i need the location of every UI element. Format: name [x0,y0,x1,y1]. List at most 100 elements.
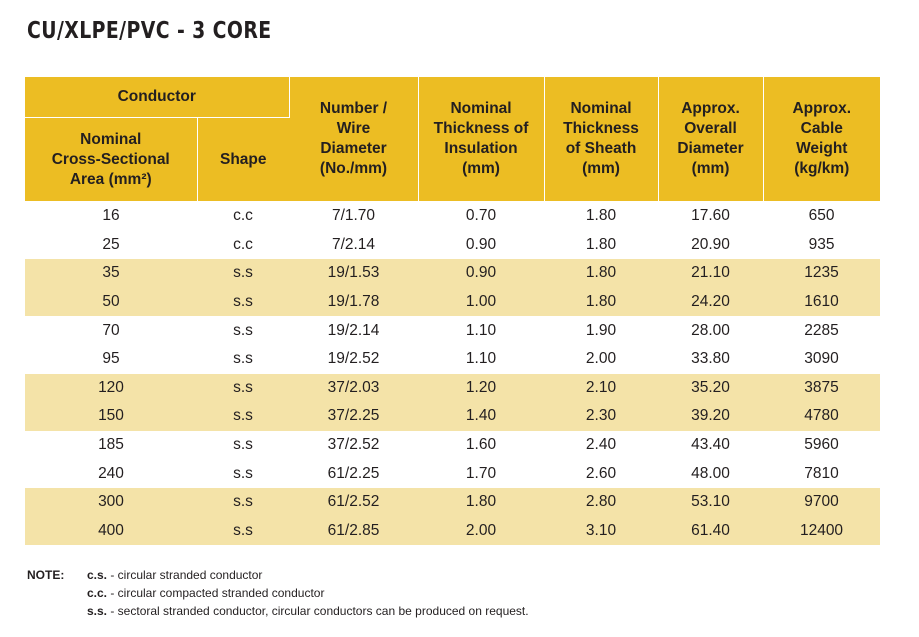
header-line: Diameter [677,140,744,157]
weight-cell: 4780 [763,402,881,431]
wire-cell: 19/2.52 [327,350,380,368]
area-cell: 16 [102,207,120,225]
table-row: 25 c.c 7/2.14 0.90 1.80 20.90 935 [25,231,880,260]
diameter-cell: 17.60 [691,207,730,225]
table-row: 16 c.c 7/1.70 0.70 1.80 17.60 650 [25,202,880,231]
weight-cell: 650 [808,207,835,225]
shape-cell: c.c [233,207,253,225]
diameter-header: Approx. Overall Diameter (mm) [658,77,764,202]
header-line: (mm) [691,160,730,177]
sheath-cell: 2.10 [544,373,659,403]
diameter-cell: 53.10 [658,487,764,517]
area-header: Nominal Cross-Sectional Area (mm²) [25,117,198,202]
area-cell: 300 [25,487,197,517]
diameter-cell: 33.80 [691,350,730,368]
sheath-cell: 3.10 [544,516,659,546]
header-line: Insulation [444,140,518,157]
weight-cell: 1610 [763,287,881,317]
area-cell: 35 [25,259,197,288]
sheath-cell: 2.60 [585,464,617,482]
weight-cell: 935 [808,235,835,253]
weight-cell: 3875 [763,373,881,403]
insulation-cell: 1.60 [465,436,497,454]
header-line: (kg/km) [794,160,850,177]
table-row: 240 s.s 61/2.25 1.70 2.60 48.00 7810 [25,459,880,488]
note-row: NOTE: c.s. - circular stranded conductor [27,566,529,584]
area-cell: 70 [102,321,120,339]
diameter-cell: 28.00 [691,321,730,339]
conductor-group-header: Conductor [25,77,290,118]
area-cell: 120 [25,373,197,403]
insulation-cell: 0.90 [418,259,545,288]
note-text: - sectoral stranded conductor, circular … [107,604,529,618]
insulation-cell: 1.00 [418,287,545,317]
wire-cell: 19/1.53 [289,259,419,288]
area-cell: 240 [98,464,124,482]
shape-cell: s.s [233,464,253,482]
header-line: Thickness [563,120,639,137]
shape-cell: c.c [233,235,253,253]
sheath-cell: 2.30 [544,402,659,431]
insulation-cell: 0.90 [465,235,497,253]
shape-cell: s.s [233,436,253,454]
header-line: Cross-Sectional [51,150,170,168]
header-line: Diameter [320,140,387,157]
note-row: s.s. - sectoral stranded conductor, circ… [27,602,529,620]
shape-cell: s.s [197,373,290,403]
shape-cell: s.s [197,287,290,317]
diameter-cell: 61.40 [658,516,764,546]
diameter-cell: 48.00 [691,464,730,482]
sheath-cell: 1.90 [585,321,617,339]
insulation-header: Nominal Thickness of Insulation (mm) [418,77,545,202]
table-header: Conductor Number / Wire Diameter (No./mm… [25,77,881,202]
header-line: Approx. [681,100,740,117]
header-line: (No./mm) [319,160,388,177]
wire-header: Number / Wire Diameter (No./mm) [289,77,419,202]
wire-cell: 19/1.78 [289,287,419,317]
diameter-cell: 35.20 [658,373,764,403]
header-line: (mm) [582,160,620,177]
table-row: 120 s.s 37/2.03 1.20 2.10 35.20 3875 [25,373,881,403]
insulation-cell: 0.70 [465,207,497,225]
header-line: of Sheath [565,140,637,157]
wire-cell: 37/2.25 [289,402,419,431]
shape-cell: s.s [197,259,290,288]
sheath-cell: 2.40 [585,436,617,454]
shape-cell: s.s [197,487,290,517]
note-label: NOTE: [27,568,65,582]
shape-cell: s.s [233,350,253,368]
note-text: - circular compacted stranded conductor [107,586,325,600]
table-row: 95 s.s 19/2.52 1.10 2.00 33.80 3090 [25,345,880,374]
diameter-cell: 39.20 [658,402,764,431]
weight-cell: 5960 [804,436,839,454]
insulation-cell: 1.10 [465,350,497,368]
header-line: (mm) [462,160,500,177]
weight-cell: 12400 [763,516,881,546]
shape-cell: s.s [197,402,290,431]
diameter-cell: 21.10 [658,259,764,288]
insulation-cell: 1.10 [465,321,497,339]
shape-cell: s.s [197,516,290,546]
area-cell: 185 [98,436,124,454]
insulation-cell: 2.00 [418,516,545,546]
sheath-cell: 2.80 [544,487,659,517]
table-row: 70 s.s 19/2.14 1.10 1.90 28.00 2285 [25,316,880,345]
insulation-cell: 1.70 [465,464,497,482]
sheath-cell: 1.80 [544,287,659,317]
insulation-cell: 1.20 [418,373,545,403]
header-line: Area (mm²) [69,170,152,188]
table-row: 50 s.s 19/1.78 1.00 1.80 24.20 1610 [25,287,881,317]
header-line: Thickness of [433,120,529,137]
sheath-header: Nominal Thickness of Sheath (mm) [544,77,659,202]
sheath-cell: 1.80 [585,207,617,225]
shape-cell: s.s [233,321,253,339]
weight-cell: 3090 [804,350,839,368]
sheath-cell: 2.00 [585,350,617,368]
table-row: 150 s.s 37/2.25 1.40 2.30 39.20 4780 [25,402,881,431]
shape-header: Shape [197,117,290,202]
header-line: Nominal [570,100,632,117]
cable-spec-table: Conductor Number / Wire Diameter (No./mm… [25,77,881,546]
table-row: 35 s.s 19/1.53 0.90 1.80 21.10 1235 [25,259,881,288]
insulation-cell: 1.80 [418,487,545,517]
diameter-cell: 43.40 [691,436,730,454]
